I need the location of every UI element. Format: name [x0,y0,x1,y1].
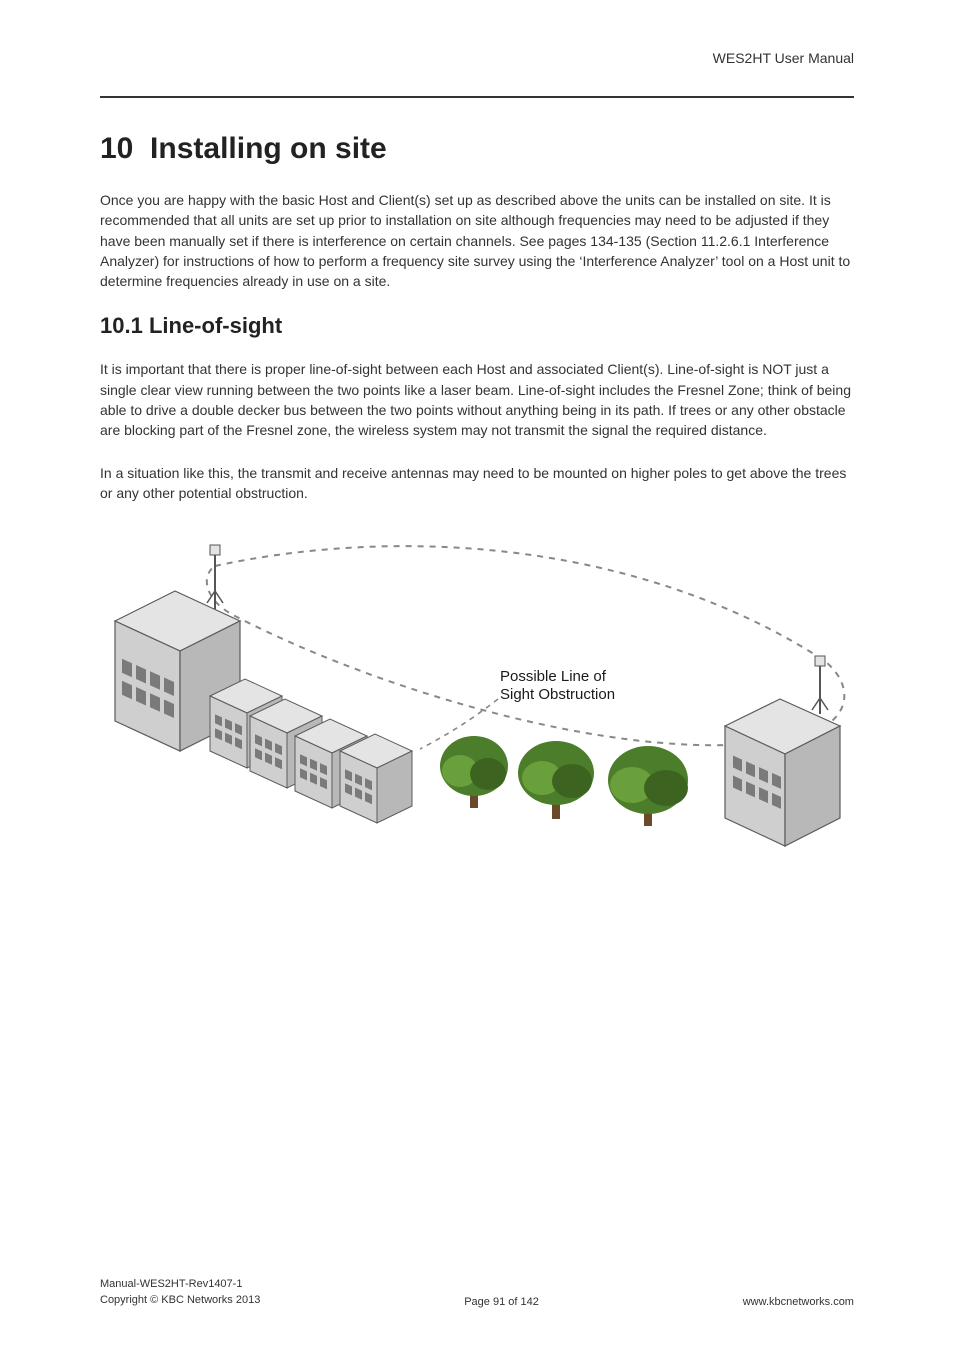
fresnel-diagram: Possible Line of Sight Obstruction [100,531,854,876]
section-intro-paragraph: Once you are happy with the basic Host a… [100,190,854,291]
fresnel-diagram-svg: Possible Line of Sight Obstruction [100,531,860,871]
subsection-title: Line-of-sight [149,313,282,338]
footer-copyright: Copyright © KBC Networks 2013 [100,1293,260,1308]
section-title: Installing on site [150,132,387,165]
section-heading: 10 Installing on site [100,132,854,166]
footer-url: www.kbcnetworks.com [743,1296,854,1308]
footer-manual-rev: Manual-WES2HT-Rev1407-1 [100,1277,260,1292]
right-building [725,656,840,846]
header-rule [100,96,854,98]
diagram-caption-line-1: Possible Line of [500,668,607,685]
section-number: 10 [100,132,133,165]
page-root: WES2HT User Manual 10 Installing on site… [0,0,954,1350]
page-header: WES2HT User Manual [100,50,854,90]
mid-buildings-cluster [210,679,412,823]
page-footer: Manual-WES2HT-Rev1407-1 Copyright © KBC … [100,1277,854,1308]
trees-cluster [440,736,688,826]
footer-left: Manual-WES2HT-Rev1407-1 Copyright © KBC … [100,1277,260,1308]
subsection-paragraph-1: It is important that there is proper lin… [100,359,854,440]
footer-page-number: Page 91 of 142 [464,1296,539,1308]
subsection-heading: 10.1 Line-of-sight [100,313,854,339]
diagram-caption-line-2: Sight Obstruction [500,686,615,703]
subsection-number: 10.1 [100,313,143,338]
header-doc-title: WES2HT User Manual [713,50,854,66]
subsection-paragraph-2: In a situation like this, the transmit a… [100,463,854,504]
